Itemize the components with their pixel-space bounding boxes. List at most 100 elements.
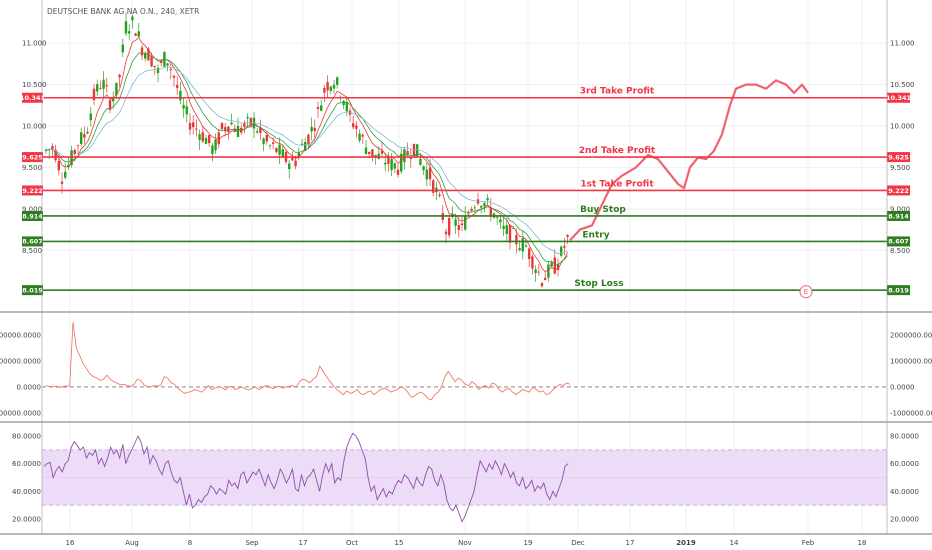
price-tick-right: 10.500 xyxy=(890,81,915,89)
candle-body xyxy=(153,65,156,68)
osc-tick-left: 2000000.0000 xyxy=(0,332,41,340)
candle-body xyxy=(166,63,169,66)
candle-body xyxy=(121,44,124,53)
candle-body xyxy=(137,31,140,37)
candle-body xyxy=(204,137,208,144)
candle-body xyxy=(508,224,512,243)
candle-body xyxy=(486,198,489,201)
candle-body xyxy=(220,122,224,129)
candle-body xyxy=(422,166,425,171)
osc-tick-right: 0.0000 xyxy=(890,383,915,391)
x-tick-label: Sep xyxy=(245,539,259,547)
candle-body xyxy=(518,248,521,251)
candle-body xyxy=(208,135,211,144)
candle-body xyxy=(537,271,540,273)
candle-body xyxy=(92,88,96,101)
candle-body xyxy=(224,127,227,132)
level-label: Entry xyxy=(582,230,609,240)
candle-body xyxy=(544,277,547,281)
price-tick-right: 9.000 xyxy=(890,205,910,213)
candle-body xyxy=(57,160,60,171)
candle-body xyxy=(217,132,220,145)
rsi-tick-right: 60.0000 xyxy=(890,460,919,468)
level-tag-left xyxy=(22,152,43,163)
oscillator-panel xyxy=(42,322,887,401)
candle-body xyxy=(51,145,54,150)
x-tick-label: 14 xyxy=(730,539,739,547)
level-tag-left-text: 9.222 xyxy=(22,187,43,195)
candle-body xyxy=(320,105,323,111)
candle-body xyxy=(316,107,320,109)
level-label: 1st Take Profit xyxy=(580,179,654,189)
price-tick-left: 9.500 xyxy=(22,164,42,172)
candle-body xyxy=(112,98,115,102)
candle-body xyxy=(380,150,384,154)
candle-body xyxy=(272,142,275,144)
rsi-panel xyxy=(43,432,569,523)
rsi-tick-left: 40.0000 xyxy=(12,488,41,496)
candle-body xyxy=(332,84,336,89)
candle-body xyxy=(505,225,508,234)
candle-body xyxy=(233,128,236,132)
x-tick-label: 15 xyxy=(395,539,404,547)
level-tag-left xyxy=(22,210,43,221)
candle-body xyxy=(195,128,198,130)
level-tag-right-text: 9.625 xyxy=(888,153,909,161)
candle-body xyxy=(172,75,176,78)
candle-body xyxy=(262,138,265,145)
candle-body xyxy=(393,163,396,169)
level-tag-right xyxy=(887,285,910,296)
candle-body xyxy=(76,145,80,147)
candle-body xyxy=(336,77,339,85)
candle-body xyxy=(300,143,304,146)
candle-body xyxy=(438,194,441,196)
x-tick-label: Dec xyxy=(571,539,585,547)
candle-body xyxy=(201,132,204,142)
candle-body xyxy=(384,162,387,165)
level-tag-right xyxy=(887,152,910,163)
osc-tick-left: 1000000.0000 xyxy=(0,358,41,366)
x-tick-label: Aug xyxy=(125,539,139,547)
price-tick-left: 9.000 xyxy=(22,205,42,213)
candle-body xyxy=(342,100,345,105)
candle-body xyxy=(323,87,326,93)
candle-body xyxy=(83,134,86,138)
candle-body xyxy=(73,149,76,154)
candle-body xyxy=(96,84,99,92)
candle-body xyxy=(150,56,153,67)
x-tick-label: 17 xyxy=(299,539,308,547)
level-tag-right xyxy=(887,236,910,247)
price-tick-right: 9.500 xyxy=(890,164,910,172)
candle-body xyxy=(156,67,160,74)
rsi-tick-right: 80.0000 xyxy=(890,433,919,441)
candle-body xyxy=(288,163,291,169)
candle-body xyxy=(80,132,83,145)
candle-body xyxy=(480,205,483,208)
candle-body xyxy=(387,155,390,165)
x-tick-label: 18 xyxy=(858,539,867,547)
candle-body xyxy=(256,131,259,133)
candle-body xyxy=(99,88,102,89)
rsi-tick-left: 80.0000 xyxy=(12,433,41,441)
candle-body xyxy=(188,122,192,130)
candle-body xyxy=(291,156,294,161)
level-tag-right xyxy=(887,210,910,221)
candle-body xyxy=(364,147,368,154)
level-tag-left-text: 9.625 xyxy=(22,153,43,161)
price-tick-left: 10.000 xyxy=(22,123,47,131)
candle-body xyxy=(140,47,144,56)
x-tick-label: 8 xyxy=(188,539,192,547)
rsi-band xyxy=(42,449,887,506)
candle-body xyxy=(448,218,451,236)
candle-body xyxy=(560,246,563,256)
candle-body xyxy=(464,216,467,230)
candle-body xyxy=(419,158,422,165)
candle-body xyxy=(460,223,464,226)
osc-tick-left: 0.0000 xyxy=(17,383,42,391)
candle-body xyxy=(352,123,355,128)
candle-body xyxy=(483,202,486,207)
candle-body xyxy=(502,225,505,230)
candle-body xyxy=(550,262,553,267)
level-tag-left-text: 8.607 xyxy=(22,238,43,246)
candle-body xyxy=(374,154,377,157)
